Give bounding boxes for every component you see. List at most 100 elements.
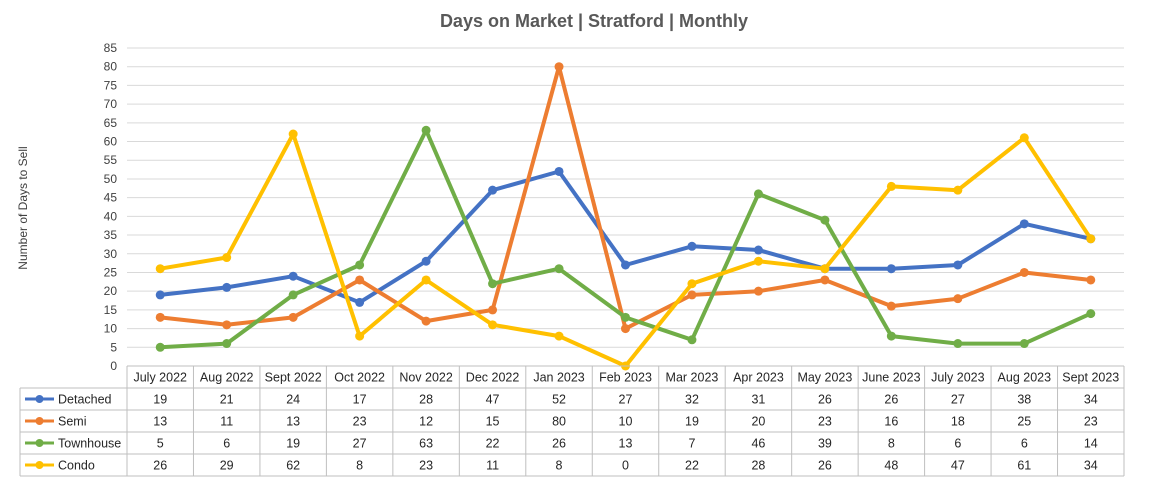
data-label-condo-sept-2022: 62 [286, 459, 300, 473]
x-tick-label-june-2023: June 2023 [862, 371, 920, 385]
data-point-detached-july-2022 [155, 290, 165, 300]
data-point-detached-dec-2022 [488, 185, 498, 195]
series-semi [155, 62, 1096, 334]
data-point-townhouse-aug-2023 [1019, 339, 1029, 349]
data-label-semi-aug-2022: 11 [220, 415, 233, 429]
data-point-semi-aug-2022 [222, 320, 232, 330]
data-point-townhouse-july-2023 [953, 339, 963, 349]
data-label-semi-july-2022: 13 [153, 415, 167, 429]
data-label-condo-aug-2023: 61 [1017, 459, 1031, 473]
data-label-townhouse-july-2022: 5 [157, 437, 164, 451]
data-point-townhouse-apr-2023 [753, 189, 763, 199]
data-label-semi-apr-2023: 20 [751, 415, 765, 429]
data-point-condo-jan-2023 [554, 331, 564, 341]
data-label-townhouse-may-2023: 39 [818, 437, 832, 451]
data-point-townhouse-feb-2023 [621, 312, 630, 322]
legend-label-condo: Condo [58, 459, 95, 473]
x-tick-label-apr-2023: Apr 2023 [733, 371, 784, 385]
data-label-condo-nov-2022: 23 [419, 459, 433, 473]
y-tick-label-10: 10 [104, 322, 118, 336]
y-tick-label-15: 15 [104, 303, 118, 317]
data-point-semi-feb-2023 [621, 324, 630, 334]
data-label-townhouse-june-2023: 8 [888, 437, 895, 451]
data-point-semi-nov-2022 [421, 316, 431, 326]
y-tick-label-25: 25 [104, 265, 118, 279]
data-point-townhouse-may-2023 [820, 215, 830, 225]
data-point-semi-june-2023 [886, 301, 896, 311]
data-label-townhouse-apr-2023: 46 [751, 437, 765, 451]
data-label-townhouse-oct-2022: 27 [353, 437, 367, 451]
x-tick-label-aug-2023: Aug 2023 [998, 371, 1052, 385]
table-row-condo: Condo 26 29 62 8 23 11 8 0 22 28 26 48 47 61 34 [25, 459, 1098, 473]
data-label-condo-july-2022: 26 [153, 459, 167, 473]
data-label-townhouse-dec-2022: 22 [486, 437, 500, 451]
data-label-semi-dec-2022: 15 [486, 415, 500, 429]
data-point-condo-dec-2022 [488, 320, 498, 330]
data-label-condo-jan-2023: 8 [556, 459, 563, 473]
data-label-townhouse-july-2023: 6 [954, 437, 961, 451]
x-tick-label-sept-2023: Sept 2023 [1062, 371, 1119, 385]
data-label-detached-oct-2022: 17 [353, 393, 367, 407]
data-label-semi-aug-2023: 25 [1017, 415, 1031, 429]
x-tick-label-aug-2022: Aug 2022 [200, 371, 254, 385]
data-point-detached-mar-2023 [687, 241, 697, 251]
data-label-townhouse-nov-2022: 63 [419, 437, 433, 451]
data-label-condo-dec-2022: 11 [486, 459, 499, 473]
y-tick-label-50: 50 [104, 172, 118, 186]
data-point-semi-july-2023 [953, 294, 963, 304]
data-label-detached-may-2023: 26 [818, 393, 832, 407]
chart-title: Days on Market | Stratford | Monthly [440, 11, 748, 31]
data-label-condo-june-2023: 48 [884, 459, 898, 473]
data-label-detached-aug-2023: 38 [1017, 393, 1031, 407]
data-label-semi-july-2023: 18 [951, 415, 965, 429]
data-label-detached-july-2022: 19 [153, 393, 167, 407]
data-label-condo-feb-2023: 0 [622, 459, 629, 473]
y-tick-label-55: 55 [104, 153, 118, 167]
data-label-semi-june-2023: 16 [884, 415, 898, 429]
data-point-condo-oct-2022 [355, 331, 365, 341]
y-tick-label-40: 40 [104, 209, 118, 223]
series-townhouse [155, 125, 1096, 352]
data-point-semi-dec-2022 [488, 305, 498, 315]
data-table: July 2022 Aug 2022 Sept 2022 Oct 2022 Nov 20… [19, 365, 1125, 477]
data-label-semi-nov-2022: 12 [419, 415, 433, 429]
data-point-detached-oct-2022 [355, 297, 365, 307]
data-label-condo-oct-2022: 8 [356, 459, 363, 473]
data-point-semi-apr-2023 [753, 286, 763, 296]
data-point-condo-sept-2022 [288, 129, 298, 139]
data-label-condo-aug-2022: 29 [220, 459, 234, 473]
legend-label-detached: Detached [58, 393, 112, 407]
data-point-semi-sept-2023 [1086, 275, 1096, 285]
data-point-townhouse-july-2022 [155, 342, 165, 352]
legend-marker-detached [35, 395, 44, 403]
data-label-detached-july-2023: 27 [951, 393, 965, 407]
data-label-detached-feb-2023: 27 [619, 393, 633, 407]
table-row-semi: Semi 13 11 13 23 12 15 80 10 19 20 23 16 18 25 23 [25, 415, 1098, 429]
data-point-detached-apr-2023 [753, 245, 763, 255]
data-label-semi-jan-2023: 80 [552, 415, 566, 429]
data-point-townhouse-sept-2023 [1086, 309, 1096, 319]
data-label-condo-july-2023: 47 [951, 459, 965, 473]
data-point-detached-aug-2022 [222, 282, 232, 292]
data-point-condo-nov-2022 [421, 275, 431, 285]
x-tick-label-july-2022: July 2022 [133, 371, 187, 385]
data-point-semi-aug-2023 [1019, 267, 1029, 277]
data-point-condo-apr-2023 [753, 256, 763, 266]
x-tick-label-mar-2023: Mar 2023 [666, 371, 719, 385]
y-tick-label-0: 0 [110, 359, 117, 373]
data-label-condo-may-2023: 26 [818, 459, 832, 473]
data-point-condo-july-2022 [155, 264, 165, 274]
data-point-townhouse-nov-2022 [421, 125, 431, 135]
data-label-semi-mar-2023: 19 [685, 415, 699, 429]
data-point-detached-july-2023 [953, 260, 963, 270]
legend-label-semi: Semi [58, 415, 86, 429]
y-tick-label-30: 30 [104, 247, 118, 261]
data-label-detached-aug-2022: 21 [220, 393, 234, 407]
data-label-townhouse-feb-2023: 13 [619, 437, 633, 451]
table-row-detached: Detached 19 21 24 17 28 47 52 27 32 31 26 26 27 38 34 [25, 393, 1098, 407]
legend-label-townhouse: Townhouse [58, 437, 121, 451]
x-tick-label-nov-2022: Nov 2022 [399, 371, 453, 385]
data-point-condo-june-2023 [886, 181, 896, 191]
data-label-townhouse-jan-2023: 26 [552, 437, 566, 451]
